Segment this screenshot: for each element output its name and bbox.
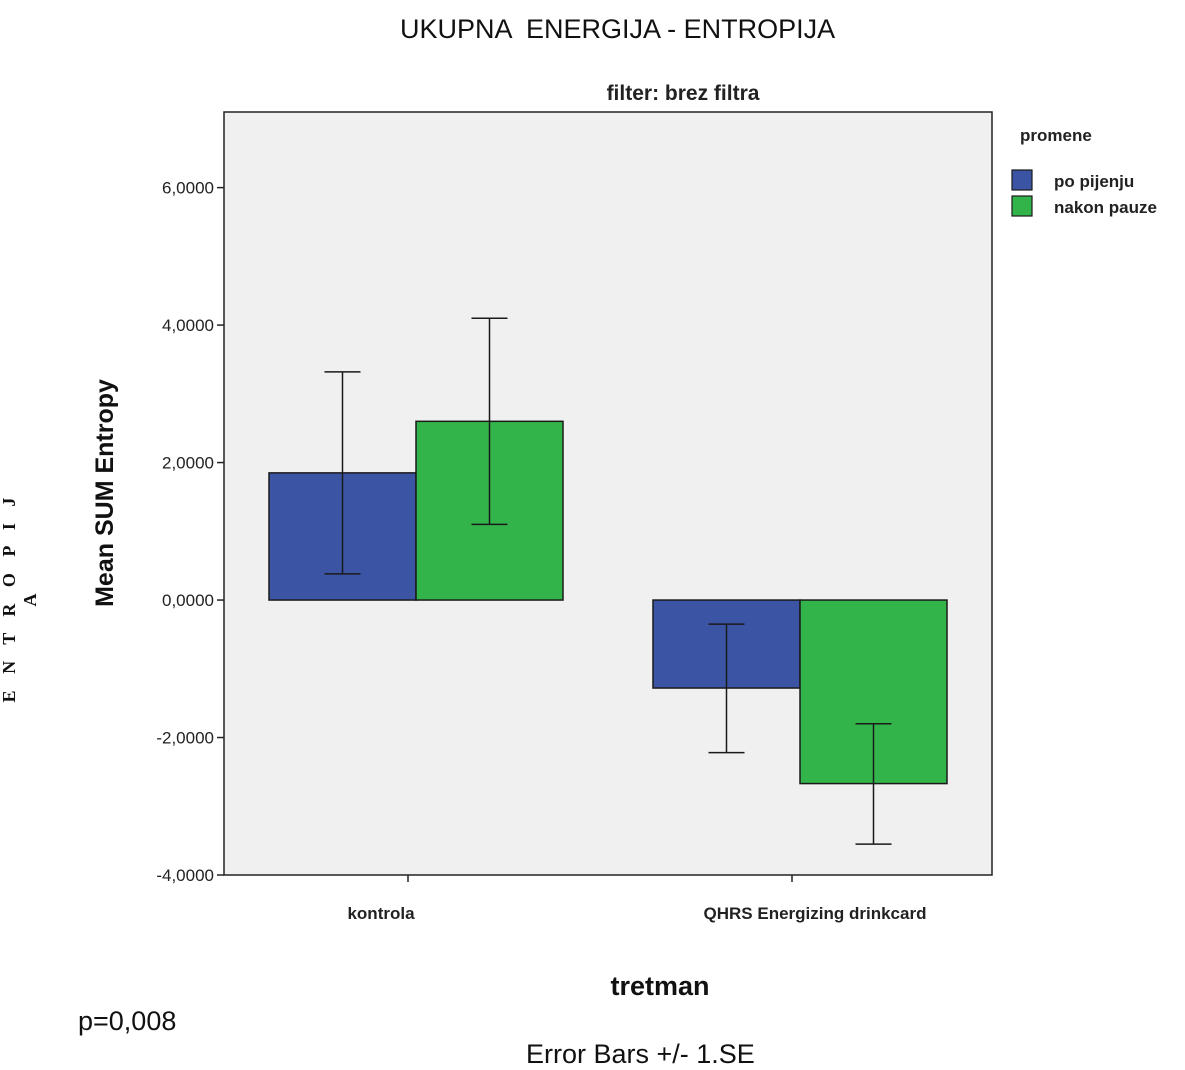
p-value-note: p=0,008 (78, 1006, 177, 1036)
page-title: UKUPNA ENERGIJA - ENTROPIJA (400, 14, 836, 44)
y-tick-label: 0,0000 (162, 591, 214, 610)
y-tick-label: 2,0000 (162, 454, 214, 473)
chart-title: filter: brez filtra (607, 82, 760, 105)
error-bars-note: Error Bars +/- 1.SE (526, 1039, 755, 1069)
x-category-label: kontrola (347, 904, 415, 923)
side-label: E N T R O P I J A (0, 491, 40, 703)
legend-swatch (1011, 169, 1033, 191)
x-category-label: QHRS Energizing drinkcard (704, 904, 927, 923)
legend-label: po pijenju (1054, 172, 1134, 191)
legend-swatch (1011, 195, 1033, 217)
y-tick-label: 6,0000 (162, 179, 214, 198)
y-tick-label: -2,0000 (156, 729, 214, 748)
y-tick-label: 4,0000 (162, 316, 214, 335)
legend-title: promene (1020, 126, 1092, 145)
y-axis-label: Mean SUM Entropy (91, 379, 119, 607)
legend-label: nakon pauze (1054, 198, 1157, 217)
x-axis-label: tretman (610, 971, 709, 1001)
y-tick-label: -4,0000 (156, 866, 214, 885)
